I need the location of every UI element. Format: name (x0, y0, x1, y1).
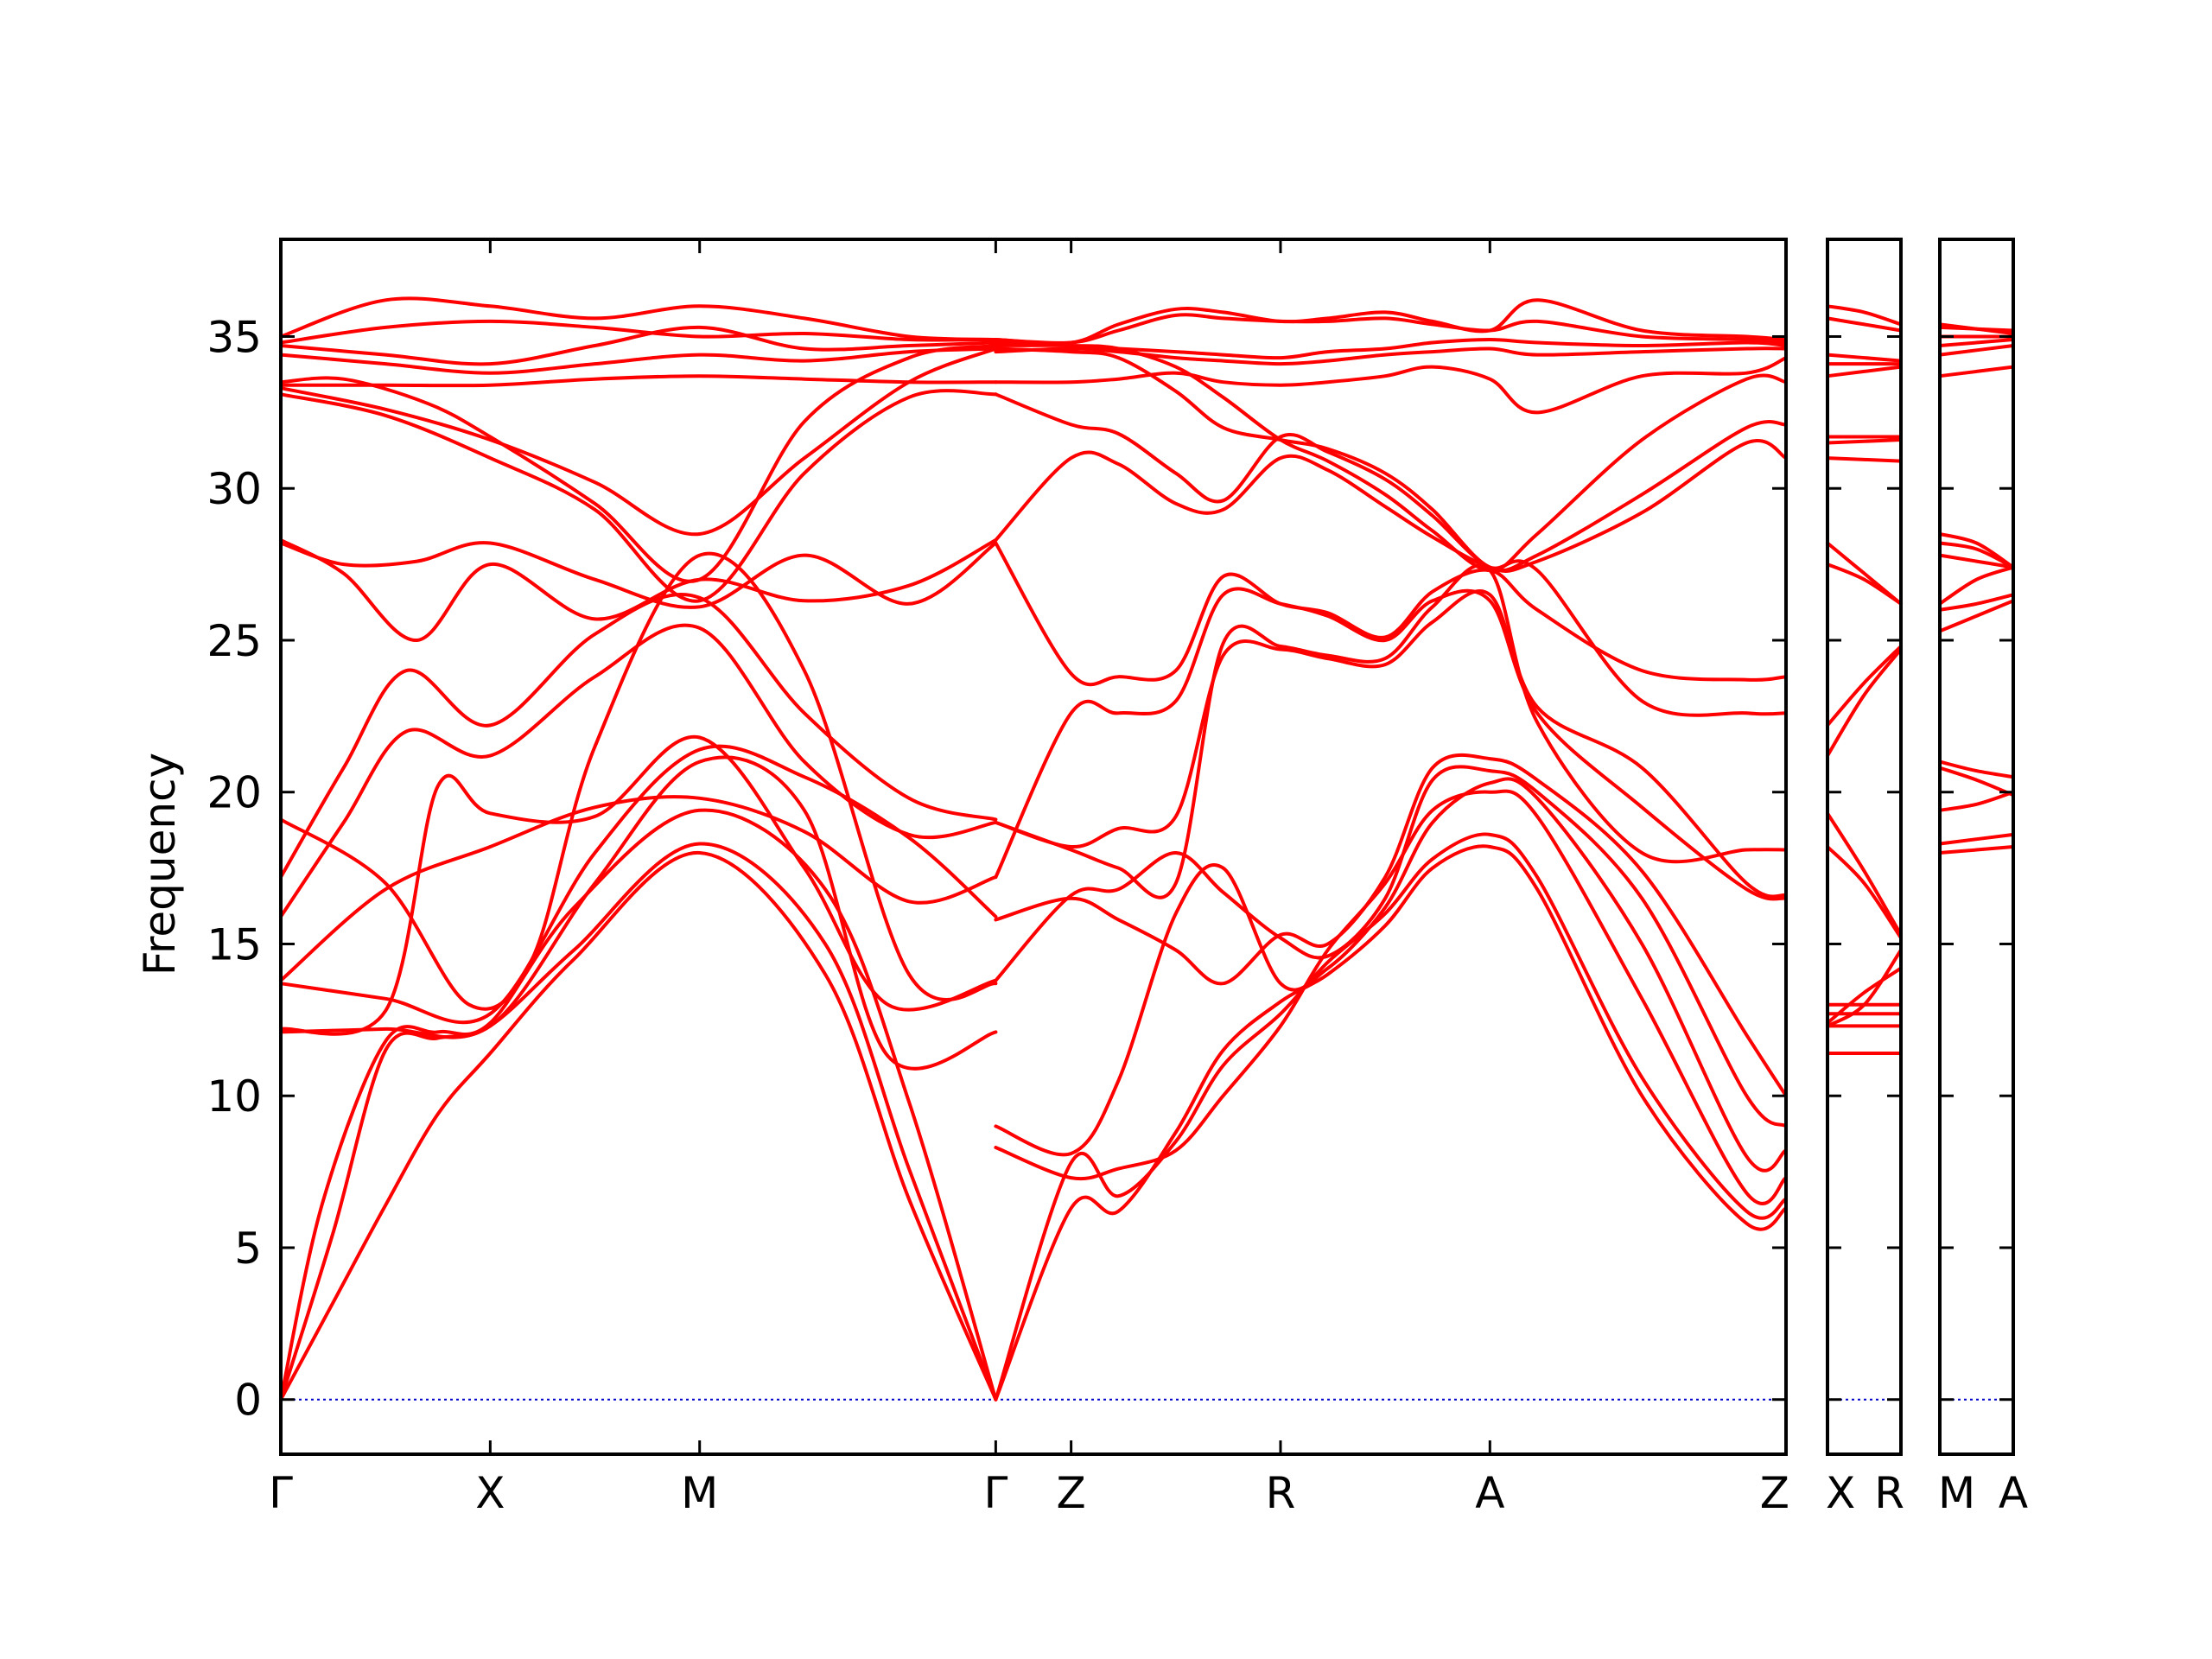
band-curve-main-36 (994, 338, 1788, 360)
band-curve-XR-9 (1826, 645, 1903, 728)
x-tick-label: X (1826, 1468, 1855, 1518)
band-curve-XR-18 (1826, 316, 1903, 333)
band-curve-main-24 (994, 765, 1788, 1128)
band-curve-MA-13 (1938, 338, 2015, 347)
band-curve-XR-7 (1826, 811, 1903, 937)
y-tick-label: 5 (234, 1224, 262, 1274)
band-curve-main-17 (279, 325, 998, 366)
band-curve-XR-15 (1826, 365, 1903, 378)
y-axis-label: Frequency (135, 753, 185, 976)
band-curve-main-0 (279, 850, 998, 1402)
band-curve-XR-6 (1826, 845, 1903, 940)
y-tick-label: 25 (207, 616, 262, 666)
x-tick-label: Z (1056, 1468, 1085, 1518)
band-curve-MA-16 (1938, 322, 2015, 335)
band-curve-XR-12 (1826, 456, 1903, 463)
band-curve-main-30 (994, 450, 1788, 717)
band-curve-main-22 (994, 789, 1788, 1205)
band-curve-main-31 (994, 392, 1788, 574)
band-curve-MA-10 (1938, 532, 2015, 569)
band-curve-main-8 (279, 592, 998, 880)
band-curve-XR-10 (1826, 563, 1903, 606)
x-tick-label: A (1475, 1468, 1504, 1518)
band-curve-MA-8 (1938, 553, 2015, 569)
x-tick-label: Z (1760, 1468, 1789, 1518)
band-curve-main-19 (279, 296, 998, 341)
band-curve-main-23 (994, 777, 1788, 1173)
band-curve-MA-4 (1938, 760, 2015, 779)
band-curve-XR-11 (1826, 541, 1903, 606)
band-curve-main-1 (279, 842, 998, 1402)
band-curve-MA-5 (1938, 599, 2015, 633)
band-curve-main-34 (994, 356, 1788, 415)
band-curve-main-28 (994, 563, 1788, 899)
band-curve-main-14 (279, 344, 998, 583)
band-curve-main-20 (994, 844, 1788, 1402)
x-tick-label: R (1266, 1468, 1296, 1518)
band-curve-main-11 (279, 541, 998, 609)
band-curve-MA-0 (1938, 845, 2015, 855)
band-curve-main-35 (994, 346, 1788, 366)
y-tick-label: 15 (207, 919, 262, 969)
band-curve-XR-4 (1826, 948, 1903, 1028)
x-tick-label: X (475, 1468, 505, 1518)
band-curve-main-32 (994, 346, 1788, 572)
band-curve-MA-2 (1938, 790, 2015, 812)
band-curve-MA-9 (1938, 541, 2015, 569)
band-curve-main-38 (994, 298, 1788, 346)
band-curve-main-29 (994, 541, 1788, 687)
band-curve-MA-1 (1938, 832, 2015, 846)
band-curve-XR-8 (1826, 647, 1903, 758)
y-tick-label: 0 (234, 1376, 262, 1426)
band-curve-main-9 (279, 551, 998, 1011)
band-curve-main-37 (994, 313, 1788, 345)
band-curve-main-15 (279, 374, 998, 388)
band-curve-MA-7 (1938, 565, 2015, 606)
band-curve-main-25 (994, 753, 1788, 1098)
x-tick-label: A (1999, 1468, 2028, 1518)
band-curve-main-4 (279, 734, 998, 1036)
band-curve-main-5 (279, 744, 998, 1025)
band-curve-main-26 (994, 587, 1788, 901)
band-curve-MA-12 (1938, 344, 2015, 357)
band-curve-XR-17 (1826, 353, 1903, 363)
panel-frame-XR (1826, 238, 1903, 1456)
band-curve-main-2 (279, 808, 998, 1402)
band-curve-main-7 (279, 623, 998, 918)
panel-frame-main (279, 238, 1788, 1456)
y-tick-label: 20 (207, 768, 262, 818)
x-tick-label: M (681, 1468, 718, 1518)
band-curve-XR-13 (1826, 438, 1903, 445)
band-curve-main-12 (279, 389, 998, 603)
band-curve-MA-6 (1938, 593, 2015, 612)
band-curve-main-10 (279, 538, 998, 643)
x-tick-label: M (1938, 1468, 1975, 1518)
band-curve-main-16 (279, 346, 998, 375)
y-tick-label: 35 (207, 312, 262, 362)
band-curve-main-18 (279, 319, 998, 345)
band-curve-MA-11 (1938, 365, 2015, 378)
x-tick-label: Γ (983, 1468, 1007, 1518)
band-curve-XR-5 (1826, 966, 1903, 1025)
band-curve-XR-19 (1826, 304, 1903, 327)
band-curve-main-13 (279, 346, 998, 537)
band-curve-main-27 (994, 589, 1788, 899)
y-tick-label: 30 (207, 464, 262, 514)
x-tick-label: R (1874, 1468, 1904, 1518)
panel-frame-MA (1938, 238, 2015, 1456)
band-curve-main-3 (279, 755, 998, 1071)
x-tick-label: Γ (269, 1468, 293, 1518)
y-tick-label: 10 (207, 1071, 262, 1122)
